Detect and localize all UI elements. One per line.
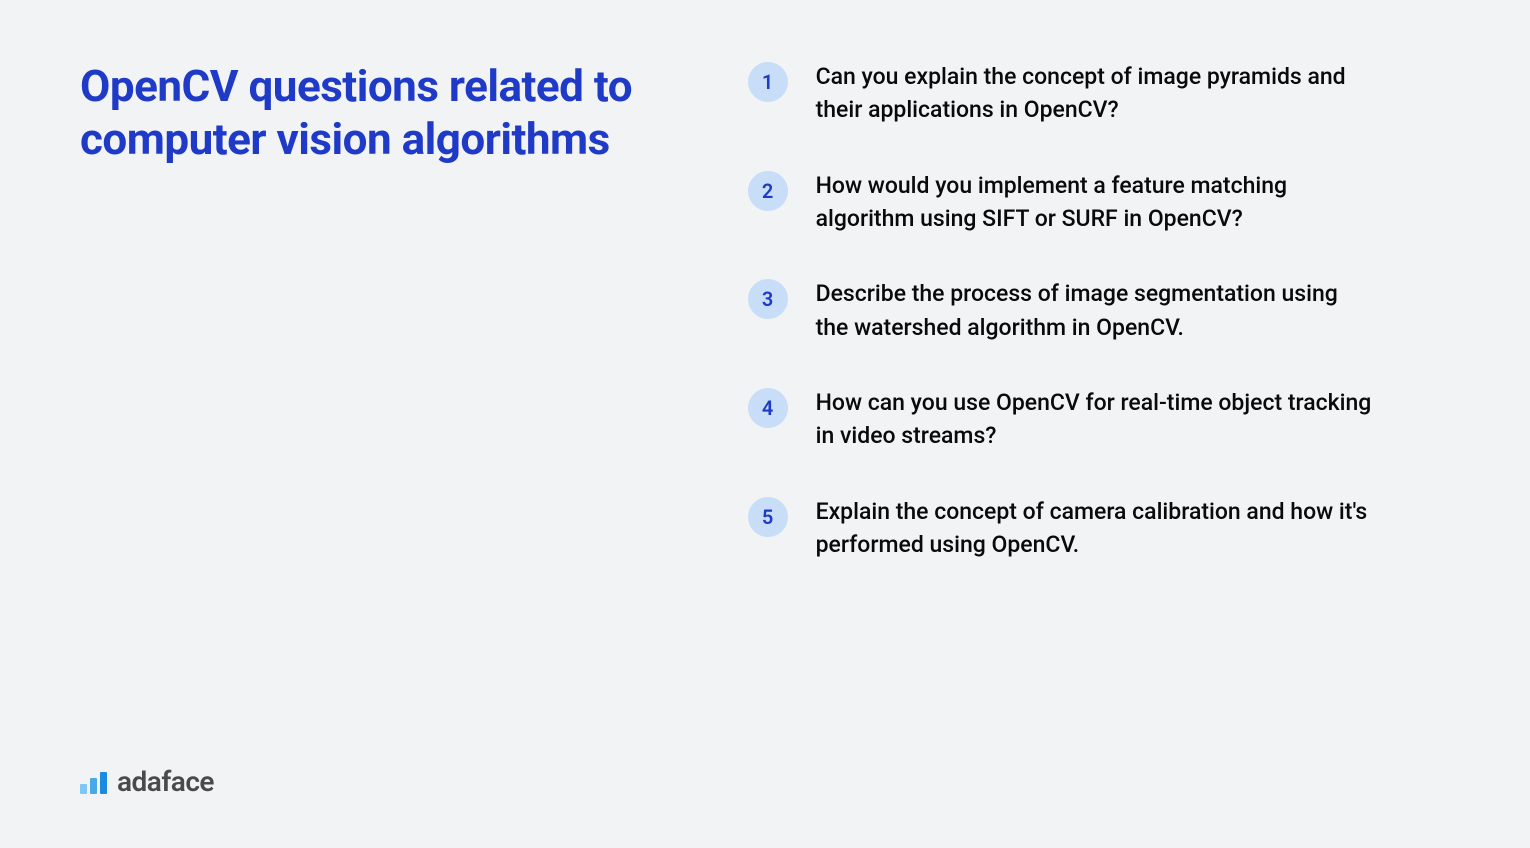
question-number-badge: 5 [748, 497, 788, 537]
question-text: Can you explain the concept of image pyr… [816, 60, 1376, 127]
question-item: 2 How would you implement a feature matc… [748, 169, 1450, 236]
logo-bar [100, 772, 107, 794]
logo-bar [80, 784, 87, 794]
logo: adaface [80, 765, 214, 798]
question-text: Explain the concept of camera calibratio… [816, 495, 1376, 562]
left-column: OpenCV questions related to computer vis… [80, 60, 738, 788]
question-item: 5 Explain the concept of camera calibrat… [748, 495, 1450, 562]
page-title: OpenCV questions related to computer vis… [80, 60, 698, 166]
question-text: Describe the process of image segmentati… [816, 277, 1376, 344]
question-item: 3 Describe the process of image segmenta… [748, 277, 1450, 344]
logo-bars-icon [80, 770, 107, 794]
question-number-badge: 2 [748, 171, 788, 211]
question-item: 4 How can you use OpenCV for real-time o… [748, 386, 1450, 453]
question-item: 1 Can you explain the concept of image p… [748, 60, 1450, 127]
logo-bar [90, 778, 97, 794]
question-number-badge: 1 [748, 62, 788, 102]
logo-text: adaface [117, 765, 214, 798]
question-number-badge: 4 [748, 388, 788, 428]
right-column: 1 Can you explain the concept of image p… [738, 60, 1450, 788]
main-container: OpenCV questions related to computer vis… [0, 0, 1530, 848]
question-text: How would you implement a feature matchi… [816, 169, 1376, 236]
question-number-badge: 3 [748, 279, 788, 319]
question-text: How can you use OpenCV for real-time obj… [816, 386, 1376, 453]
